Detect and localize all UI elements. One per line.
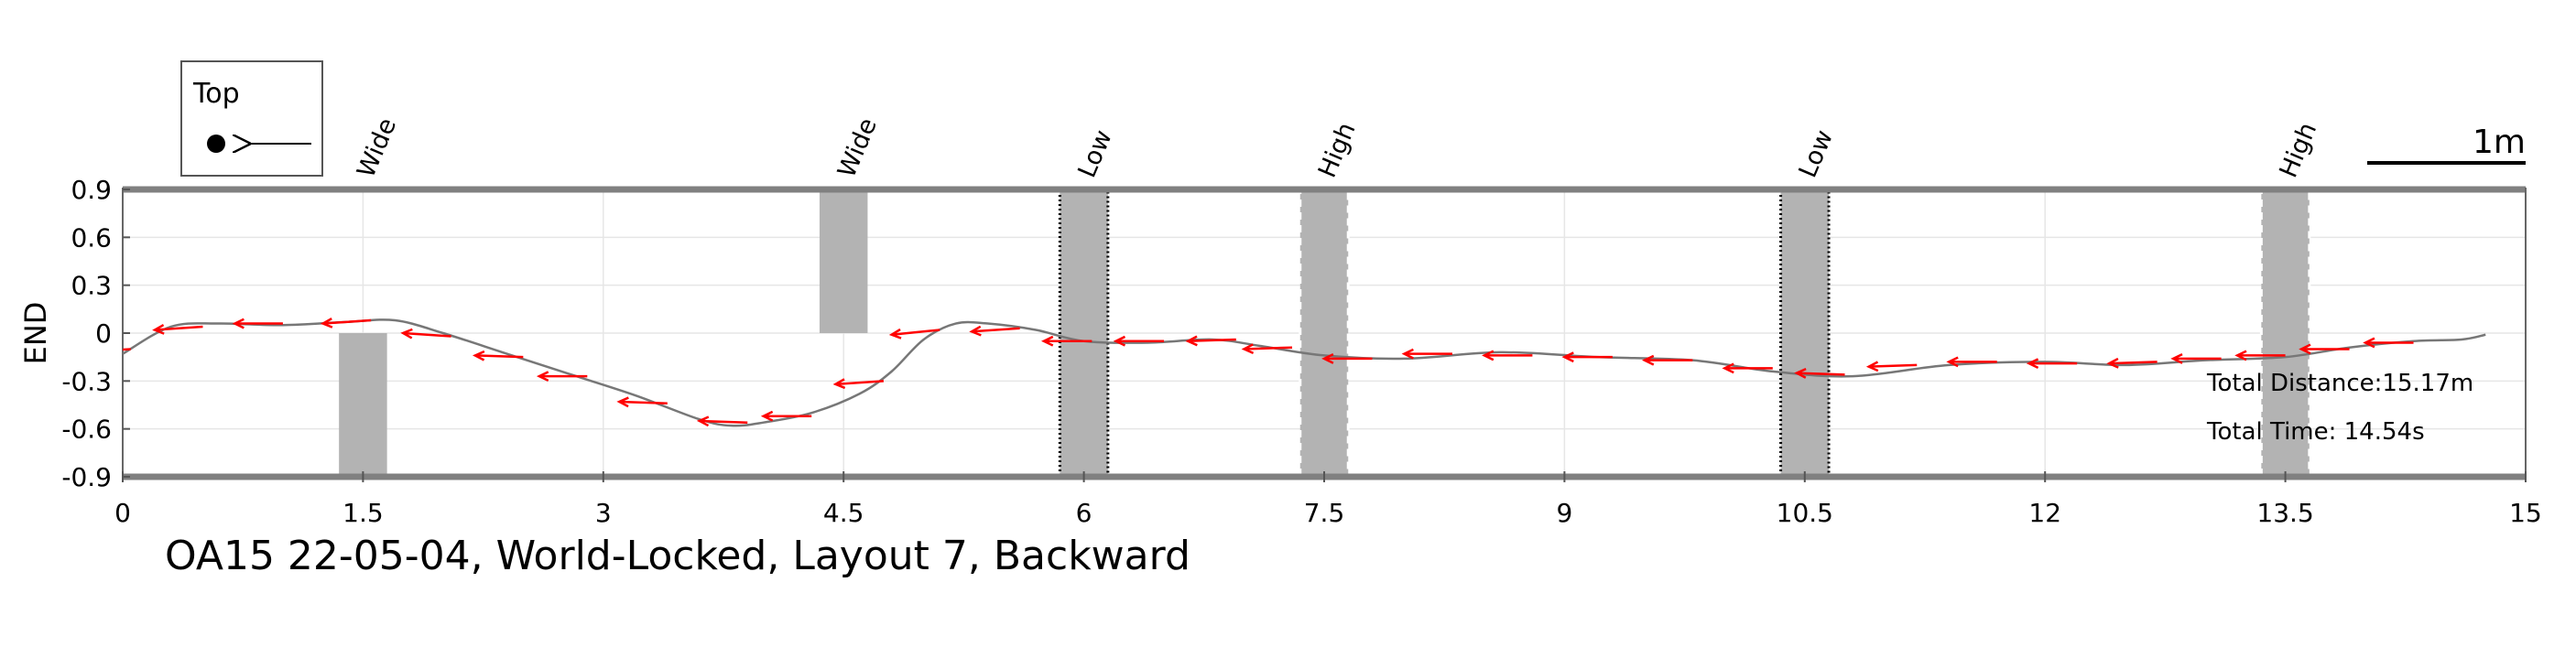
heading-arrow <box>472 350 524 361</box>
heading-arrow <box>2234 350 2286 361</box>
obstacle-label: Low <box>1073 126 1118 182</box>
heading-arrow <box>152 323 203 335</box>
y-tick-label: -0.6 <box>61 415 112 445</box>
heading-arrow <box>1321 353 1373 364</box>
heading-arrow <box>832 378 885 390</box>
x-tick-label: 15 <box>2509 498 2542 528</box>
y-tick-label: -0.9 <box>61 462 112 492</box>
legend-box <box>180 60 323 177</box>
heading-arrow <box>1401 348 1452 360</box>
heading-arrow <box>2026 358 2078 370</box>
legend: Top <box>180 60 323 177</box>
path-layer <box>123 318 2486 427</box>
heading-arrow <box>1722 362 1773 374</box>
obstacle-block <box>819 189 868 333</box>
legend-dot-icon <box>207 135 225 153</box>
heading-arrow <box>888 328 940 340</box>
y-tick-label: 0 <box>95 318 112 349</box>
heading-arrow <box>1946 356 1997 368</box>
obstacle-label: Wide <box>832 114 883 182</box>
heading-arrow <box>1865 361 1918 372</box>
y-tick-label: -0.3 <box>61 366 112 396</box>
chart-title: OA15 22-05-04, World-Locked, Layout 7, B… <box>165 533 1190 579</box>
heading-arrow <box>320 318 372 329</box>
total-time-annotation: Total Time: 14.54s <box>2206 418 2425 446</box>
heading-arrow <box>1241 343 1293 355</box>
arrow-layer <box>123 318 2414 427</box>
scale-bar-label: 1m <box>2473 124 2526 161</box>
obstacle-label: Low <box>1794 126 1839 182</box>
heading-arrow <box>1040 335 1092 347</box>
x-tick-label: 4.5 <box>823 498 864 528</box>
y-tick-label: 0.3 <box>71 271 112 301</box>
obstacle-label: Wide <box>352 114 402 182</box>
x-tick-label: 6 <box>1076 498 1092 528</box>
heading-arrow <box>232 318 283 329</box>
heading-arrow <box>969 325 1020 337</box>
heading-arrow <box>123 348 131 351</box>
heading-arrow <box>2363 337 2414 349</box>
heading-arrow <box>616 396 668 408</box>
legend-label: Top <box>192 78 240 110</box>
scale-bar: 1m <box>2367 124 2526 165</box>
x-tick-label: 7.5 <box>1304 498 1345 528</box>
heading-arrow <box>1641 354 1693 366</box>
trajectory-line <box>123 318 2486 427</box>
x-tick-label: 1.5 <box>342 498 384 528</box>
tick-layer: 0 1.5 3 4.5 6 7.5 9 10.5 12 13.5 15 0.9 0.6 0.3 0 -0.3 -… <box>61 175 2541 528</box>
obstacle-block <box>1299 188 1350 479</box>
heading-arrow <box>2170 353 2222 364</box>
heading-arrow <box>760 410 812 422</box>
heading-arrow <box>400 328 451 340</box>
y-tick-label: 0.9 <box>71 175 112 205</box>
heading-arrow <box>2299 343 2350 355</box>
x-tick-label: 12 <box>2028 498 2061 528</box>
heading-arrow <box>1794 368 1845 379</box>
heading-arrow <box>1561 351 1613 363</box>
total-distance-annotation: Total Distance:15.17m <box>2206 370 2473 397</box>
x-tick-label: 13.5 <box>2256 498 2313 528</box>
y-tick-label: 0.6 <box>71 222 112 253</box>
heading-arrow <box>2106 357 2158 369</box>
heading-arrow <box>696 415 748 427</box>
obstacle-block <box>1058 188 1110 479</box>
x-tick-label: 0 <box>114 498 131 528</box>
heading-arrow <box>536 371 588 383</box>
obstacle-block <box>1779 188 1831 479</box>
y-axis-label: END <box>18 302 53 365</box>
heading-arrow <box>1113 335 1165 347</box>
obstacle-label: High <box>2275 118 2323 181</box>
x-tick-label: 9 <box>1556 498 1572 528</box>
obstacle-label: High <box>1313 118 1362 181</box>
x-tick-label: 10.5 <box>1777 498 1833 528</box>
obstacle-layer <box>339 188 2311 479</box>
x-tick-label: 3 <box>595 498 612 528</box>
heading-arrow <box>1185 335 1236 347</box>
obstacle-block <box>339 333 387 477</box>
heading-arrow <box>1482 350 1533 361</box>
obstacle-label-layer: Wide Wide Low High Low High <box>352 114 2322 182</box>
